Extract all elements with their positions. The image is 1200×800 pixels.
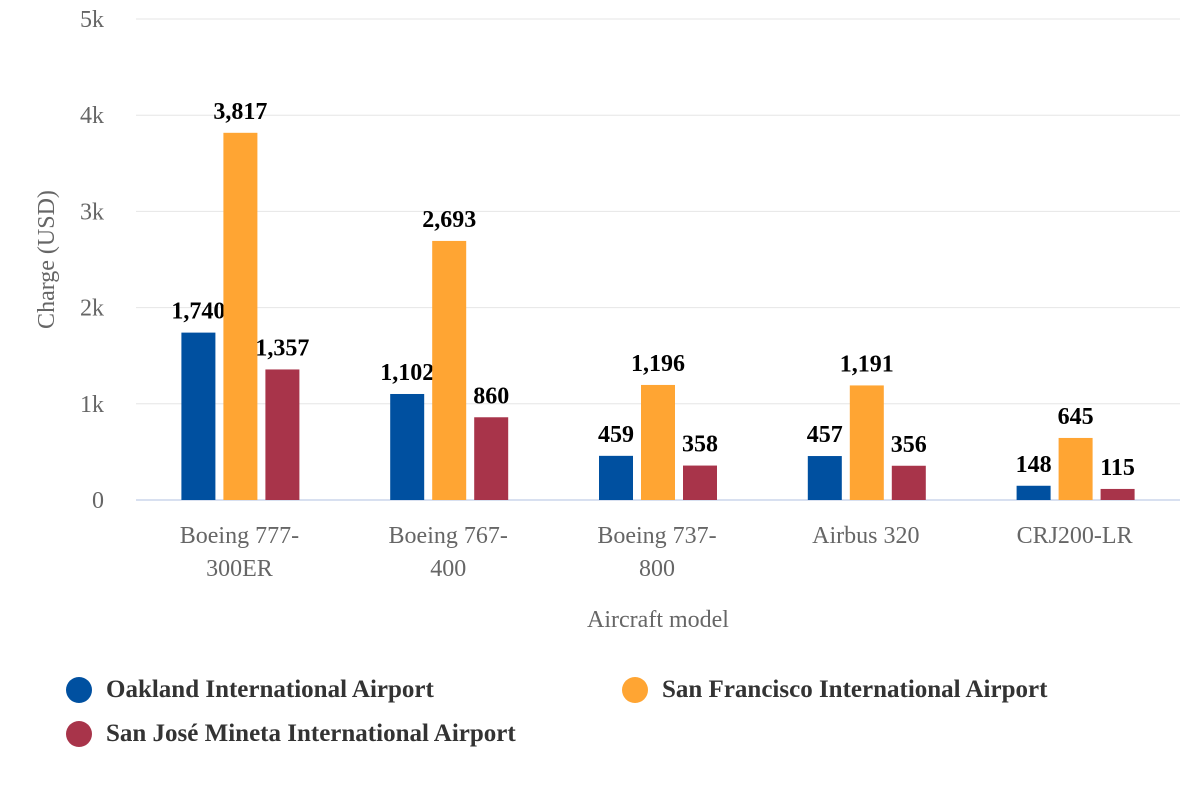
data-label: 459	[598, 422, 634, 448]
bar[interactable]	[1016, 485, 1051, 500]
bar[interactable]	[891, 465, 926, 500]
bar[interactable]	[1100, 488, 1135, 500]
data-label: 1,102	[380, 360, 434, 386]
x-tick-label: Boeing 767-	[389, 523, 508, 549]
data-label: 1,740	[171, 299, 225, 325]
x-tick-label: Boeing 777-	[180, 523, 299, 549]
bar[interactable]	[807, 456, 842, 500]
data-label: 356	[891, 432, 927, 458]
legend-label-san-francisco: San Francisco International Airport	[662, 676, 1048, 703]
bar[interactable]	[265, 369, 300, 500]
data-label: 2,693	[422, 207, 476, 233]
bar[interactable]	[849, 385, 884, 500]
bar-chart: 0 1k 2k 3k 4k 5k Charge (USD) Aircraft model Boe…	[34, 7, 1180, 633]
data-label: 860	[473, 383, 509, 409]
x-tick-label: 800	[639, 556, 675, 582]
legend-marker-san-francisco	[622, 677, 648, 703]
y-tick-label: 1k	[80, 392, 104, 418]
x-tick-label: Boeing 737-	[597, 523, 716, 549]
y-tick-label: 5k	[80, 7, 104, 33]
data-label: 115	[1100, 455, 1135, 481]
x-tick-label: 300ER	[206, 556, 273, 582]
bar[interactable]	[390, 393, 425, 500]
data-label: 645	[1058, 404, 1094, 430]
legend-item-oakland[interactable]: Oakland International Airport	[66, 676, 434, 704]
y-tick-label: 0	[92, 488, 104, 514]
legend-item-san-jose[interactable]: San José Mineta International Airport	[66, 720, 516, 748]
y-axis-title: Charge (USD)	[34, 190, 60, 329]
data-label: 358	[682, 432, 718, 458]
bar[interactable]	[181, 332, 216, 500]
x-tick-label: CRJ200-LR	[1017, 523, 1133, 549]
bar[interactable]	[1058, 437, 1093, 500]
bar[interactable]	[599, 455, 633, 500]
data-label: 1,191	[840, 351, 894, 377]
legend-marker-oakland	[66, 677, 92, 703]
data-label: 3,817	[213, 99, 267, 125]
bar[interactable]	[641, 384, 675, 500]
x-axis-title: Aircraft model	[587, 607, 729, 633]
bar[interactable]	[683, 465, 717, 500]
data-label: 457	[807, 422, 843, 448]
bar[interactable]	[223, 132, 258, 500]
y-tick-label: 2k	[80, 296, 104, 322]
data-label: 1,196	[631, 351, 685, 377]
y-tick-label: 3k	[80, 199, 104, 225]
data-label: 1,357	[255, 335, 309, 361]
bar[interactable]	[432, 240, 467, 500]
bar[interactable]	[474, 417, 509, 500]
legend-marker-san-jose	[66, 721, 92, 747]
legend-label-san-jose: San José Mineta International Airport	[106, 720, 516, 747]
x-tick-label: Airbus 320	[812, 523, 919, 549]
legend-label-oakland: Oakland International Airport	[106, 676, 434, 703]
y-tick-label: 4k	[80, 103, 104, 129]
x-tick-label: 400	[430, 556, 466, 582]
legend-item-san-francisco[interactable]: San Francisco International Airport	[622, 676, 1047, 704]
data-label: 148	[1016, 452, 1052, 478]
